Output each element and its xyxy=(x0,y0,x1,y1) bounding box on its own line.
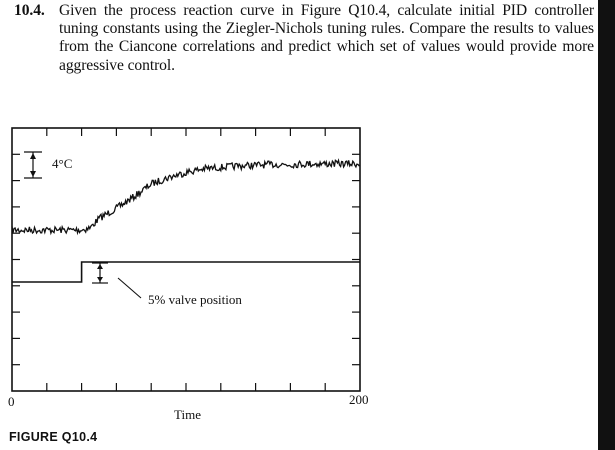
temperature-response-line xyxy=(11,158,361,236)
figure-q10-4: 4°C 5% valve position 0 200 Time xyxy=(0,118,420,422)
axis-ticks xyxy=(12,128,360,391)
valve-step-line xyxy=(12,261,360,283)
temp-scale-bracket xyxy=(24,151,42,179)
problem-statement: 10.4. Given the process reaction curve i… xyxy=(14,2,594,75)
temp-scale-label: 4°C xyxy=(52,156,73,171)
problem-number: 10.4. xyxy=(14,2,45,19)
valve-scale-label: 5% valve position xyxy=(148,292,242,307)
valve-label-leader xyxy=(117,277,142,299)
x-tick-label-0: 0 xyxy=(8,394,15,409)
x-tick-label-200: 200 xyxy=(349,392,369,407)
x-axis-label: Time xyxy=(174,407,201,422)
problem-text: Given the process reaction curve in Figu… xyxy=(59,2,594,74)
valve-scale-bracket xyxy=(92,262,108,284)
scan-edge xyxy=(598,0,615,450)
figure-caption: FIGURE Q10.4 xyxy=(9,430,98,444)
process-reaction-plot xyxy=(11,127,361,392)
